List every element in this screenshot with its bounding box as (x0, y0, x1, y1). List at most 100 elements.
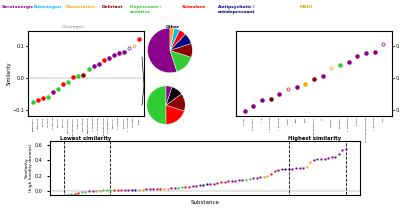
Point (242, 109, 248, 112)
Point (193, 184, 199, 187)
Point (278, 168, 285, 171)
Text: Psilocin: Psilocin (357, 117, 358, 125)
Text: LSD: LSD (383, 117, 384, 121)
Point (332, 155, 338, 158)
Text: 4-AcO-DMT: 4-AcO-DMT (253, 117, 254, 130)
Point (136, 188, 142, 191)
Point (311, 159, 317, 162)
Text: Oxymorphone: Oxymorphone (68, 117, 69, 133)
Wedge shape (170, 30, 185, 50)
Text: Serotonergic: Serotonergic (2, 5, 34, 9)
Text: Stimulant: Stimulant (182, 5, 206, 9)
Text: Triazolam: Triazolam (78, 117, 79, 128)
Point (85, 67, 92, 71)
Point (225, 179, 231, 183)
Wedge shape (166, 86, 172, 105)
Text: L. pachanoi: L. pachanoi (279, 117, 280, 130)
Wedge shape (170, 50, 191, 72)
Point (302, 82, 308, 86)
Point (61, 193, 67, 196)
Point (282, 168, 288, 171)
Point (354, 55, 360, 58)
Point (275, 169, 281, 172)
Point (276, 93, 282, 96)
Point (339, 148, 346, 152)
Text: P. speciosa: P. speciosa (53, 117, 54, 129)
Point (111, 189, 117, 192)
Point (121, 50, 127, 53)
Text: Piperidyl: Piperidyl (58, 117, 59, 127)
Point (150, 187, 156, 191)
Text: S. tortuosum: S. tortuosum (93, 117, 94, 131)
Text: Tramadol: Tramadol (48, 117, 49, 127)
Point (68, 192, 74, 196)
Point (154, 187, 160, 191)
Point (75, 191, 82, 195)
Text: MDMA: MDMA (287, 117, 289, 124)
Point (164, 187, 171, 191)
Point (314, 158, 320, 161)
Point (82, 190, 89, 193)
Point (211, 182, 217, 185)
Point (100, 58, 107, 62)
Wedge shape (170, 43, 192, 57)
Point (196, 184, 203, 187)
Point (372, 50, 378, 54)
Wedge shape (166, 87, 182, 105)
Point (80, 73, 87, 77)
Y-axis label: Similarity: Similarity (6, 62, 11, 85)
Point (328, 66, 334, 70)
Text: H. perforatum: H. perforatum (108, 117, 109, 133)
Point (318, 157, 324, 161)
Y-axis label: Similarity
(high lucidity dreams): Similarity (high lucidity dreams) (25, 144, 33, 192)
Point (325, 156, 331, 159)
Wedge shape (170, 34, 191, 50)
Point (294, 86, 300, 89)
Point (93, 189, 99, 193)
Point (257, 176, 264, 179)
Point (70, 76, 76, 79)
Point (261, 175, 267, 179)
Point (30, 100, 36, 103)
Point (300, 166, 306, 169)
Point (186, 185, 192, 189)
Text: Adrenaline: Adrenaline (38, 117, 39, 129)
Point (35, 98, 41, 102)
Text: Galecium: Galecium (113, 117, 114, 128)
Point (189, 185, 196, 188)
Text: A. E.: A. E. (261, 117, 263, 122)
Point (200, 184, 206, 187)
Point (90, 64, 97, 68)
Point (179, 186, 185, 189)
Text: 1P-LSD: 1P-LSD (244, 117, 245, 125)
Point (116, 51, 122, 54)
Point (289, 167, 296, 171)
Point (268, 97, 274, 101)
Text: Passiflora: Passiflora (123, 117, 124, 127)
Point (271, 169, 278, 173)
Bar (289, 141, 346, 195)
Point (168, 186, 174, 190)
Wedge shape (166, 105, 184, 124)
Text: L. lucinosum: L. lucinosum (128, 117, 129, 131)
Text: Nicotine: Nicotine (42, 117, 44, 126)
Point (232, 179, 238, 182)
Point (250, 104, 256, 108)
Point (182, 185, 188, 189)
Point (104, 189, 110, 192)
Text: Barbiturates: Barbiturates (32, 117, 34, 131)
Point (222, 180, 228, 184)
Point (100, 189, 106, 192)
Point (96, 62, 102, 66)
Text: Scopolamine: Scopolamine (83, 117, 84, 131)
Point (204, 182, 210, 186)
Point (321, 157, 328, 161)
Point (45, 95, 51, 98)
Point (132, 188, 139, 192)
Text: MDPV: MDPV (138, 117, 140, 124)
Point (106, 57, 112, 60)
Point (343, 147, 349, 151)
Point (259, 98, 265, 102)
Point (129, 188, 135, 192)
Point (64, 193, 71, 196)
